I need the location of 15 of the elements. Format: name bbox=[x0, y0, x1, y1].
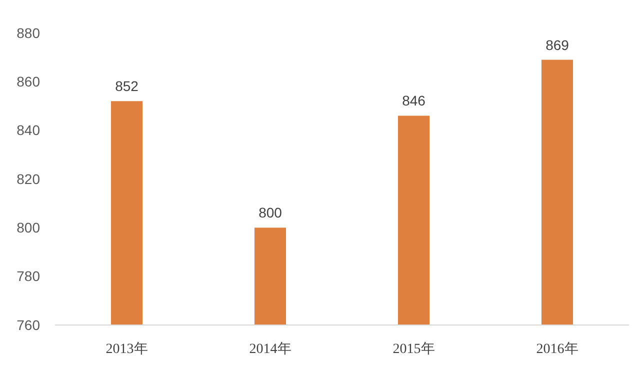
data-label: 869 bbox=[546, 36, 570, 53]
y-tick-label: 780 bbox=[16, 268, 40, 284]
y-tick-label: 760 bbox=[16, 316, 40, 333]
x-tick-label: 2013年 bbox=[106, 341, 148, 357]
x-tick-label: 2014年 bbox=[249, 341, 292, 357]
x-tick-label: 2016年 bbox=[536, 341, 578, 357]
y-tick-label: 840 bbox=[16, 122, 40, 138]
y-tick-label: 820 bbox=[16, 170, 40, 187]
data-label: 800 bbox=[258, 204, 282, 221]
x-tick-label: 2015年 bbox=[392, 341, 435, 357]
data-label: 852 bbox=[115, 78, 139, 94]
y-tick-label: 800 bbox=[16, 220, 40, 236]
y-tick-label: 860 bbox=[16, 74, 40, 90]
y-tick-label: 880 bbox=[16, 24, 40, 41]
data-label: 846 bbox=[402, 92, 426, 109]
